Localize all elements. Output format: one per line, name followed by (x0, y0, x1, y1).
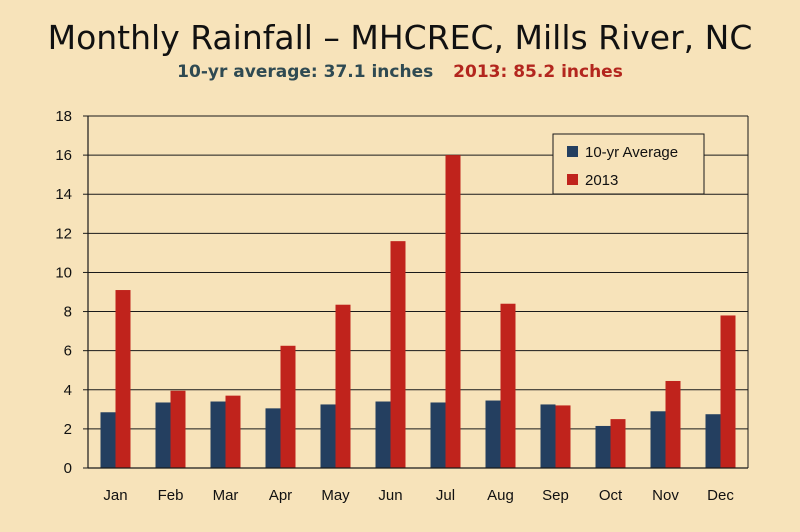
bar-avg-jun (375, 401, 391, 468)
bars (100, 155, 736, 468)
bar-2013-feb (170, 390, 186, 468)
subtitle-average: 10-yr average: 37.1 inches (177, 62, 434, 82)
bar-2013-jun (390, 241, 406, 468)
bar-avg-sep (540, 404, 556, 468)
bar-2013-oct (610, 419, 626, 468)
bar-avg-nov (650, 411, 666, 468)
legend-swatch-2013 (567, 174, 578, 185)
y-tick-label: 6 (64, 343, 72, 360)
bar-avg-dec (705, 414, 721, 468)
x-tick-label: Nov (652, 487, 679, 504)
y-tick-label: 12 (55, 225, 72, 242)
bar-avg-aug (485, 400, 501, 468)
legend-box (552, 133, 705, 195)
legend: 10-yr Average 2013 (552, 133, 705, 195)
bar-avg-mar (210, 401, 226, 468)
x-tick-label: Apr (269, 487, 292, 504)
y-tick-label: 4 (64, 382, 72, 399)
x-tick-label: Feb (158, 487, 184, 504)
x-tick-label: Jul (436, 487, 455, 504)
y-tick-label: 8 (64, 304, 72, 321)
x-tick-label: Jun (378, 487, 402, 504)
y-tick-label: 10 (55, 264, 72, 281)
legend-swatch-avg (567, 146, 578, 157)
bar-avg-apr (265, 408, 281, 468)
y-tick-label: 14 (55, 186, 72, 203)
y-tick-label: 16 (55, 147, 72, 164)
bar-avg-feb (155, 402, 171, 468)
x-tick-label: Aug (487, 487, 514, 504)
bar-avg-oct (595, 425, 611, 468)
bar-avg-jul (430, 402, 446, 468)
x-tick-label: Dec (707, 487, 734, 504)
x-tick-label: Oct (599, 487, 623, 504)
bar-2013-apr (280, 345, 296, 468)
axes: 0 2 4 6 8 10 12 14 16 18 Jan Feb Mar Apr May Jun Jul Aug S… (55, 108, 749, 504)
bar-2013-dec (720, 315, 736, 468)
y-tick-label: 18 (55, 108, 72, 125)
bar-2013-may (335, 304, 351, 468)
chart-title: Monthly Rainfall – MHCREC, Mills River, … (47, 18, 753, 57)
bar-2013-sep (555, 405, 571, 468)
legend-label-2013: 2013 (585, 172, 618, 189)
x-tick-label: May (321, 487, 350, 504)
chart-subtitle: 10-yr average: 37.1 inches 2013: 85.2 in… (0, 62, 800, 82)
bar-2013-mar (225, 395, 241, 468)
x-tick-label: Sep (542, 487, 569, 504)
x-tick-label: Jan (103, 487, 127, 504)
subtitle-2013: 2013: 85.2 inches (453, 62, 623, 82)
bar-avg-may (320, 404, 336, 468)
bar-2013-jul (445, 155, 461, 468)
bar-2013-aug (500, 303, 516, 468)
legend-label-avg: 10-yr Average (585, 144, 678, 161)
bar-2013-jan (115, 290, 131, 468)
x-tick-label: Mar (213, 487, 239, 504)
bar-2013-nov (665, 380, 681, 468)
y-tick-label: 0 (64, 460, 72, 477)
y-tick-label: 2 (64, 421, 72, 438)
bar-avg-jan (100, 412, 116, 468)
